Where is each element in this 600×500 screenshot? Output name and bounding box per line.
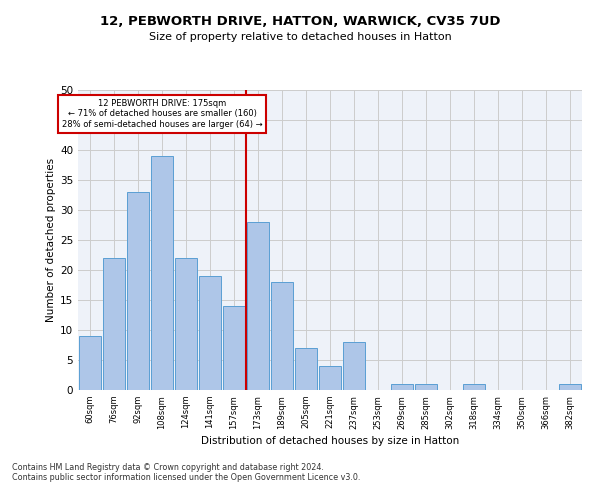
Bar — [415, 384, 437, 390]
Bar — [271, 282, 293, 390]
Bar — [463, 384, 485, 390]
Bar — [559, 384, 581, 390]
Text: Contains public sector information licensed under the Open Government Licence v3: Contains public sector information licen… — [12, 474, 361, 482]
Y-axis label: Number of detached properties: Number of detached properties — [46, 158, 56, 322]
Bar — [319, 366, 341, 390]
Bar — [79, 336, 101, 390]
Bar — [343, 342, 365, 390]
Text: Contains HM Land Registry data © Crown copyright and database right 2024.: Contains HM Land Registry data © Crown c… — [12, 464, 324, 472]
X-axis label: Distribution of detached houses by size in Hatton: Distribution of detached houses by size … — [201, 436, 459, 446]
Bar — [103, 258, 125, 390]
Bar — [127, 192, 149, 390]
Bar — [391, 384, 413, 390]
Bar — [151, 156, 173, 390]
Bar — [223, 306, 245, 390]
Text: 12, PEBWORTH DRIVE, HATTON, WARWICK, CV35 7UD: 12, PEBWORTH DRIVE, HATTON, WARWICK, CV3… — [100, 15, 500, 28]
Bar — [247, 222, 269, 390]
Text: Size of property relative to detached houses in Hatton: Size of property relative to detached ho… — [149, 32, 451, 42]
Bar — [199, 276, 221, 390]
Bar — [175, 258, 197, 390]
Bar — [295, 348, 317, 390]
Text: 12 PEBWORTH DRIVE: 175sqm
← 71% of detached houses are smaller (160)
28% of semi: 12 PEBWORTH DRIVE: 175sqm ← 71% of detac… — [62, 99, 262, 129]
